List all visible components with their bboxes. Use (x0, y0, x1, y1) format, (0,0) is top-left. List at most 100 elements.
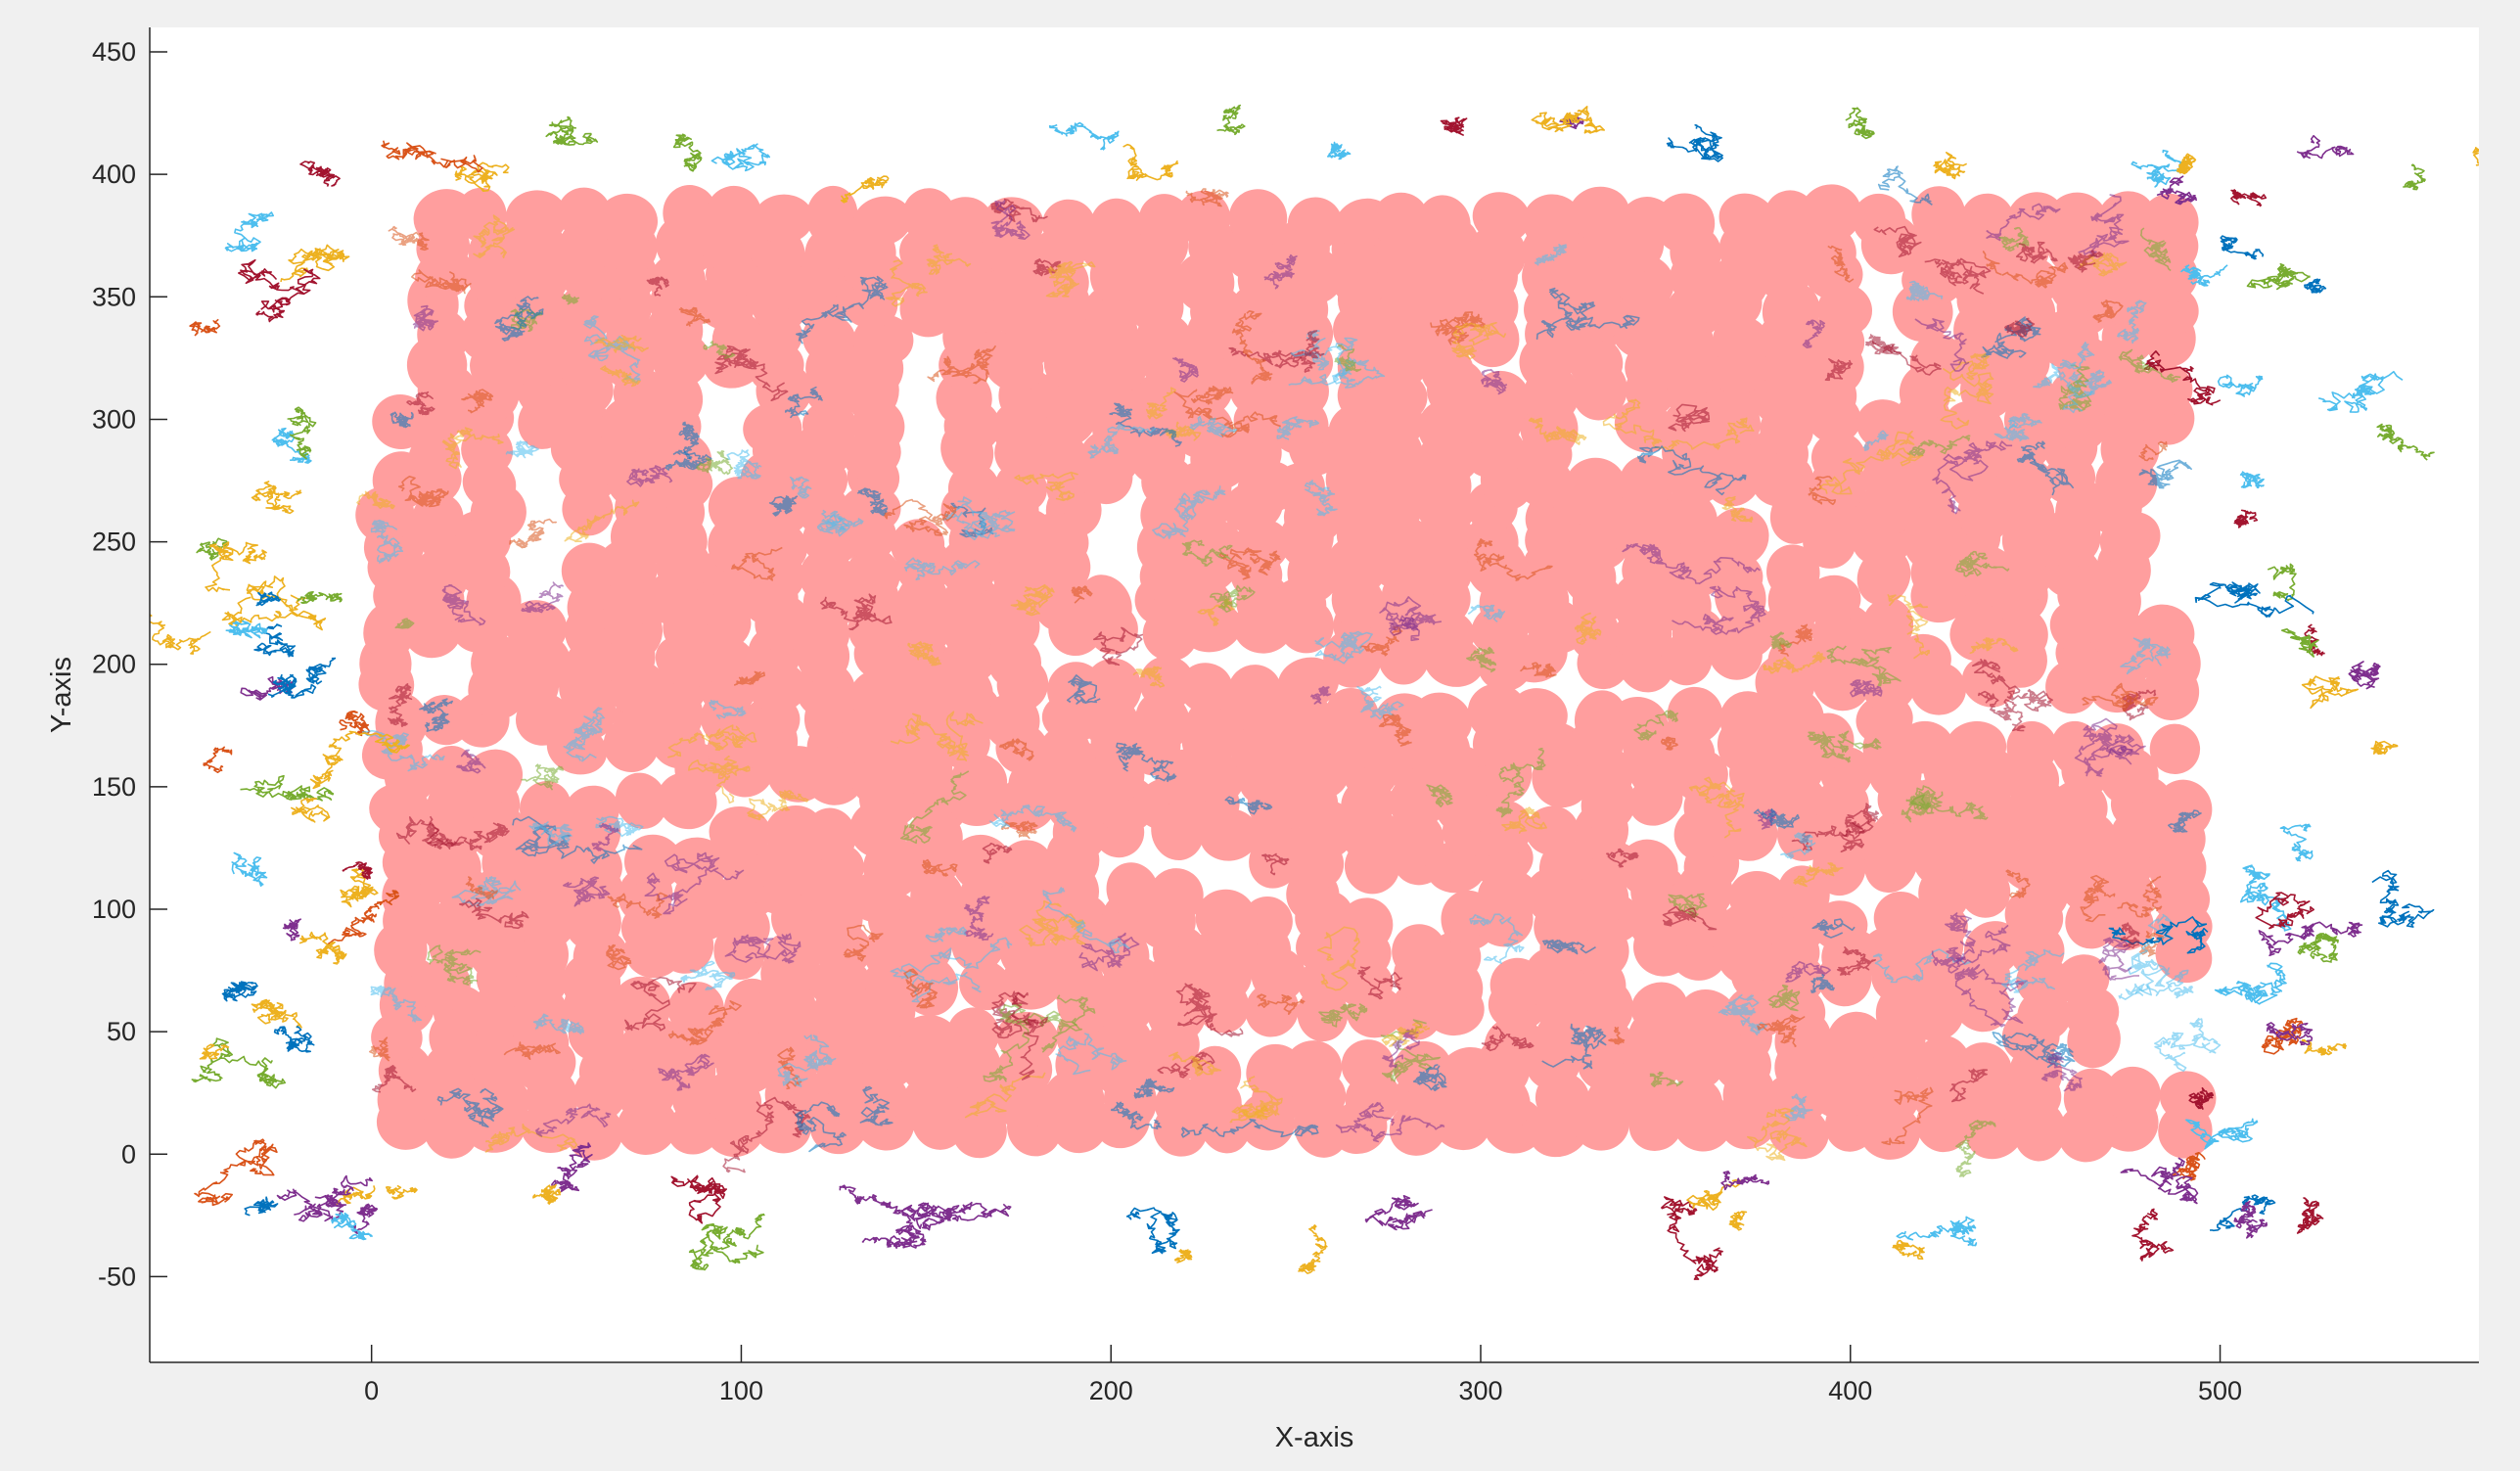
trajectory (1412, 1064, 1447, 1091)
trajectory (563, 707, 605, 762)
trajectory (2008, 412, 2042, 429)
trajectory (903, 968, 939, 1009)
trajectory (1881, 1086, 1934, 1146)
trajectory (607, 892, 668, 919)
x-tick-label: 0 (364, 1376, 379, 1405)
trajectory (1932, 440, 2013, 515)
muscle-fiber (1896, 720, 1954, 774)
trajectory (327, 890, 400, 945)
trajectory (1868, 334, 1902, 355)
trajectory (688, 1222, 764, 1271)
muscle-fiber (1945, 720, 2007, 774)
trajectory (731, 546, 783, 581)
muscle-fiber (1728, 871, 1790, 927)
muscle-fiber (1341, 1039, 1395, 1091)
trajectory (1608, 1027, 1626, 1045)
trajectory (998, 738, 1034, 761)
muscle-fiber (1827, 1011, 1884, 1066)
trajectory (494, 296, 544, 342)
trajectory (1168, 1051, 1221, 1077)
trajectory (1071, 585, 1093, 604)
trajectory (1802, 319, 1826, 348)
muscle-fiber (555, 400, 612, 451)
trajectory (942, 496, 1016, 541)
muscle-fiber (1284, 1040, 1343, 1096)
trajectory (2279, 823, 2314, 862)
trajectory (2239, 864, 2292, 932)
y-tick-label: 150 (92, 772, 136, 802)
trajectory (904, 557, 981, 580)
trajectory (1969, 637, 2019, 654)
trajectory (305, 657, 337, 685)
muscle-fiber (1569, 186, 1630, 241)
trajectory (1622, 543, 1761, 585)
trajectory (840, 175, 890, 204)
trajectory (1661, 1196, 1723, 1280)
trajectory (1574, 612, 1602, 645)
x-axis-ticks: 0 100 200 300 400 500 (364, 1345, 2242, 1405)
trajectory (2246, 262, 2311, 291)
trajectory (221, 981, 258, 1002)
trajectory (370, 985, 422, 1023)
trajectory (2403, 163, 2426, 191)
trajectory (1955, 1120, 1996, 1177)
trajectory (196, 537, 229, 561)
trajectory (964, 1072, 1046, 1119)
trajectory (503, 1041, 561, 1060)
trajectory (2209, 1194, 2276, 1232)
muscle-fiber (2159, 1071, 2217, 1124)
trajectory (2296, 134, 2355, 160)
trajectory (1905, 280, 1944, 301)
trajectory (454, 161, 510, 192)
trajectory (1055, 1033, 1127, 1076)
trajectory (658, 1053, 714, 1091)
trajectory (224, 211, 274, 253)
trajectory (2230, 189, 2268, 207)
muscle-fiber (1523, 194, 1584, 253)
trajectory (820, 593, 893, 631)
trajectory (1836, 946, 1876, 976)
muscle-fiber (1804, 575, 1861, 626)
muscle-fiber (1472, 192, 1531, 244)
trajectory (1535, 287, 1640, 340)
trajectory (273, 1026, 315, 1053)
trajectory (253, 623, 296, 658)
trajectory (441, 427, 504, 470)
trajectory (843, 924, 884, 962)
trajectory (389, 411, 414, 429)
trajectory (2118, 348, 2181, 383)
trajectory (244, 1196, 279, 1217)
trajectory (921, 858, 958, 877)
muscle-fiber (849, 667, 908, 719)
muscle-fiber (1371, 192, 1429, 249)
trajectory (267, 673, 317, 699)
muscle-fiber (1195, 889, 1257, 946)
trajectory (777, 1046, 802, 1090)
trajectory (2092, 299, 2124, 323)
trajectory (1949, 1068, 1989, 1103)
muscle-fiber (615, 772, 667, 829)
muscle-fiber (422, 899, 484, 956)
trajectory (1845, 107, 1875, 140)
trajectory (339, 710, 371, 737)
trajectory (591, 822, 619, 851)
trajectory (532, 1183, 562, 1205)
trajectory (816, 514, 850, 537)
trajectory (280, 244, 350, 283)
trajectory (709, 699, 747, 720)
x-tick-label: 500 (2198, 1376, 2242, 1405)
trajectory (1310, 685, 1332, 705)
trajectory (340, 866, 379, 908)
trajectory (2074, 717, 2133, 777)
trajectory (397, 476, 449, 508)
trajectory (1175, 983, 1244, 1037)
trajectory (297, 591, 343, 604)
trajectory (714, 345, 789, 401)
trajectory (2004, 317, 2036, 338)
muscle-fiber (1963, 921, 2022, 976)
trajectory (907, 641, 941, 667)
trajectory (1668, 893, 1708, 919)
muscle-fiber (709, 805, 771, 859)
trajectory (1298, 1224, 1328, 1274)
trajectory (1767, 984, 1801, 1012)
